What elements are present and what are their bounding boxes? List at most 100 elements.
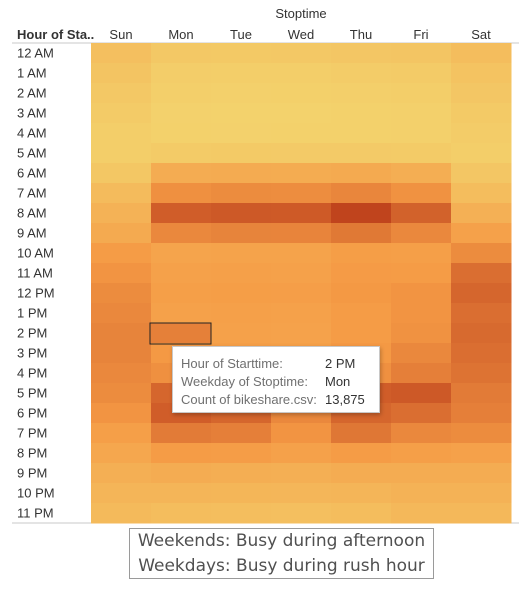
heatmap-cell[interactable] — [271, 183, 332, 204]
heatmap-cell[interactable] — [271, 203, 332, 224]
heatmap-cell[interactable] — [391, 63, 452, 84]
heatmap-cell[interactable] — [91, 443, 152, 464]
heatmap-cell[interactable] — [391, 443, 452, 464]
heatmap-cell[interactable] — [151, 263, 212, 284]
heatmap-cell[interactable] — [211, 283, 272, 304]
heatmap-cell[interactable] — [331, 43, 392, 64]
heatmap-cell[interactable] — [331, 183, 392, 204]
heatmap-cell[interactable] — [451, 403, 512, 424]
heatmap-cell[interactable] — [391, 123, 452, 144]
heatmap-cell[interactable] — [271, 43, 332, 64]
heatmap-cell[interactable] — [151, 183, 212, 204]
heatmap-cell[interactable] — [451, 223, 512, 244]
heatmap-cell[interactable] — [451, 243, 512, 264]
heatmap-cell[interactable] — [91, 123, 152, 144]
heatmap-cell[interactable] — [331, 503, 392, 524]
heatmap-cell[interactable] — [451, 483, 512, 504]
heatmap-cell[interactable] — [331, 163, 392, 184]
heatmap-cell[interactable] — [391, 503, 452, 524]
heatmap-cell[interactable] — [271, 443, 332, 464]
heatmap-cell[interactable] — [331, 263, 392, 284]
heatmap-cell[interactable] — [151, 483, 212, 504]
heatmap-cell[interactable] — [271, 263, 332, 284]
heatmap-cell[interactable] — [391, 163, 452, 184]
heatmap-cell[interactable] — [451, 443, 512, 464]
heatmap-cell[interactable] — [271, 63, 332, 84]
heatmap-cell[interactable] — [331, 103, 392, 124]
heatmap-cell[interactable] — [151, 303, 212, 324]
heatmap-cell[interactable] — [211, 263, 272, 284]
heatmap-cell[interactable] — [451, 423, 512, 444]
heatmap-cell[interactable] — [331, 83, 392, 104]
heatmap-cell[interactable] — [271, 463, 332, 484]
heatmap-cell[interactable] — [151, 323, 212, 344]
heatmap-cell[interactable] — [391, 303, 452, 324]
heatmap-cell[interactable] — [91, 203, 152, 224]
heatmap-cell[interactable] — [271, 163, 332, 184]
heatmap-cell[interactable] — [91, 183, 152, 204]
heatmap-cell[interactable] — [211, 323, 272, 344]
heatmap-cell[interactable] — [451, 463, 512, 484]
heatmap-cell[interactable] — [91, 63, 152, 84]
heatmap-cell[interactable] — [91, 83, 152, 104]
heatmap-cell[interactable] — [91, 323, 152, 344]
heatmap-cell[interactable] — [451, 383, 512, 404]
heatmap-cell[interactable] — [391, 483, 452, 504]
heatmap-cell[interactable] — [271, 303, 332, 324]
heatmap-cell[interactable] — [451, 503, 512, 524]
heatmap-cell[interactable] — [331, 243, 392, 264]
heatmap-cell[interactable] — [91, 143, 152, 164]
heatmap-cell[interactable] — [331, 203, 392, 224]
heatmap-cell[interactable] — [211, 83, 272, 104]
heatmap-cell[interactable] — [151, 43, 212, 64]
heatmap-cell[interactable] — [331, 423, 392, 444]
heatmap-cell[interactable] — [211, 143, 272, 164]
heatmap-cell[interactable] — [391, 263, 452, 284]
heatmap-cell[interactable] — [331, 143, 392, 164]
heatmap-cell[interactable] — [391, 383, 452, 404]
heatmap-cell[interactable] — [91, 223, 152, 244]
heatmap-cell[interactable] — [211, 63, 272, 84]
heatmap-cell[interactable] — [331, 223, 392, 244]
heatmap-cell[interactable] — [451, 123, 512, 144]
heatmap-cell[interactable] — [451, 63, 512, 84]
heatmap-cell[interactable] — [211, 163, 272, 184]
heatmap-cell[interactable] — [451, 103, 512, 124]
heatmap-cell[interactable] — [391, 83, 452, 104]
heatmap-cell[interactable] — [391, 423, 452, 444]
heatmap-cell[interactable] — [331, 303, 392, 324]
heatmap-cell[interactable] — [91, 43, 152, 64]
heatmap-cell[interactable] — [151, 443, 212, 464]
row-axis-header[interactable]: Hour of Sta.. — [17, 27, 94, 42]
heatmap-cell[interactable] — [151, 63, 212, 84]
heatmap-cell[interactable] — [331, 483, 392, 504]
heatmap-cell[interactable] — [151, 503, 212, 524]
heatmap-cell[interactable] — [331, 63, 392, 84]
heatmap-cell[interactable] — [331, 283, 392, 304]
heatmap-cell[interactable] — [331, 323, 392, 344]
heatmap-cell[interactable] — [331, 443, 392, 464]
heatmap-cell[interactable] — [91, 423, 152, 444]
heatmap-cell[interactable] — [91, 103, 152, 124]
heatmap-cell[interactable] — [151, 283, 212, 304]
heatmap-cell[interactable] — [211, 43, 272, 64]
heatmap-cell[interactable] — [211, 103, 272, 124]
heatmap-cell[interactable] — [271, 243, 332, 264]
heatmap-cell[interactable] — [211, 203, 272, 224]
heatmap-cell[interactable] — [451, 323, 512, 344]
heatmap-cell[interactable] — [391, 223, 452, 244]
heatmap-cell[interactable] — [211, 483, 272, 504]
heatmap-cell[interactable] — [391, 203, 452, 224]
heatmap-cell[interactable] — [91, 363, 152, 384]
heatmap-cell[interactable] — [451, 203, 512, 224]
heatmap-cell[interactable] — [271, 423, 332, 444]
heatmap-cell[interactable] — [451, 163, 512, 184]
heatmap-cell[interactable] — [391, 183, 452, 204]
heatmap-cell[interactable] — [391, 103, 452, 124]
heatmap-cell[interactable] — [91, 263, 152, 284]
heatmap-cell[interactable] — [391, 283, 452, 304]
heatmap-cell[interactable] — [451, 183, 512, 204]
heatmap-cell[interactable] — [451, 303, 512, 324]
heatmap-cell[interactable] — [391, 143, 452, 164]
heatmap-cell[interactable] — [91, 403, 152, 424]
